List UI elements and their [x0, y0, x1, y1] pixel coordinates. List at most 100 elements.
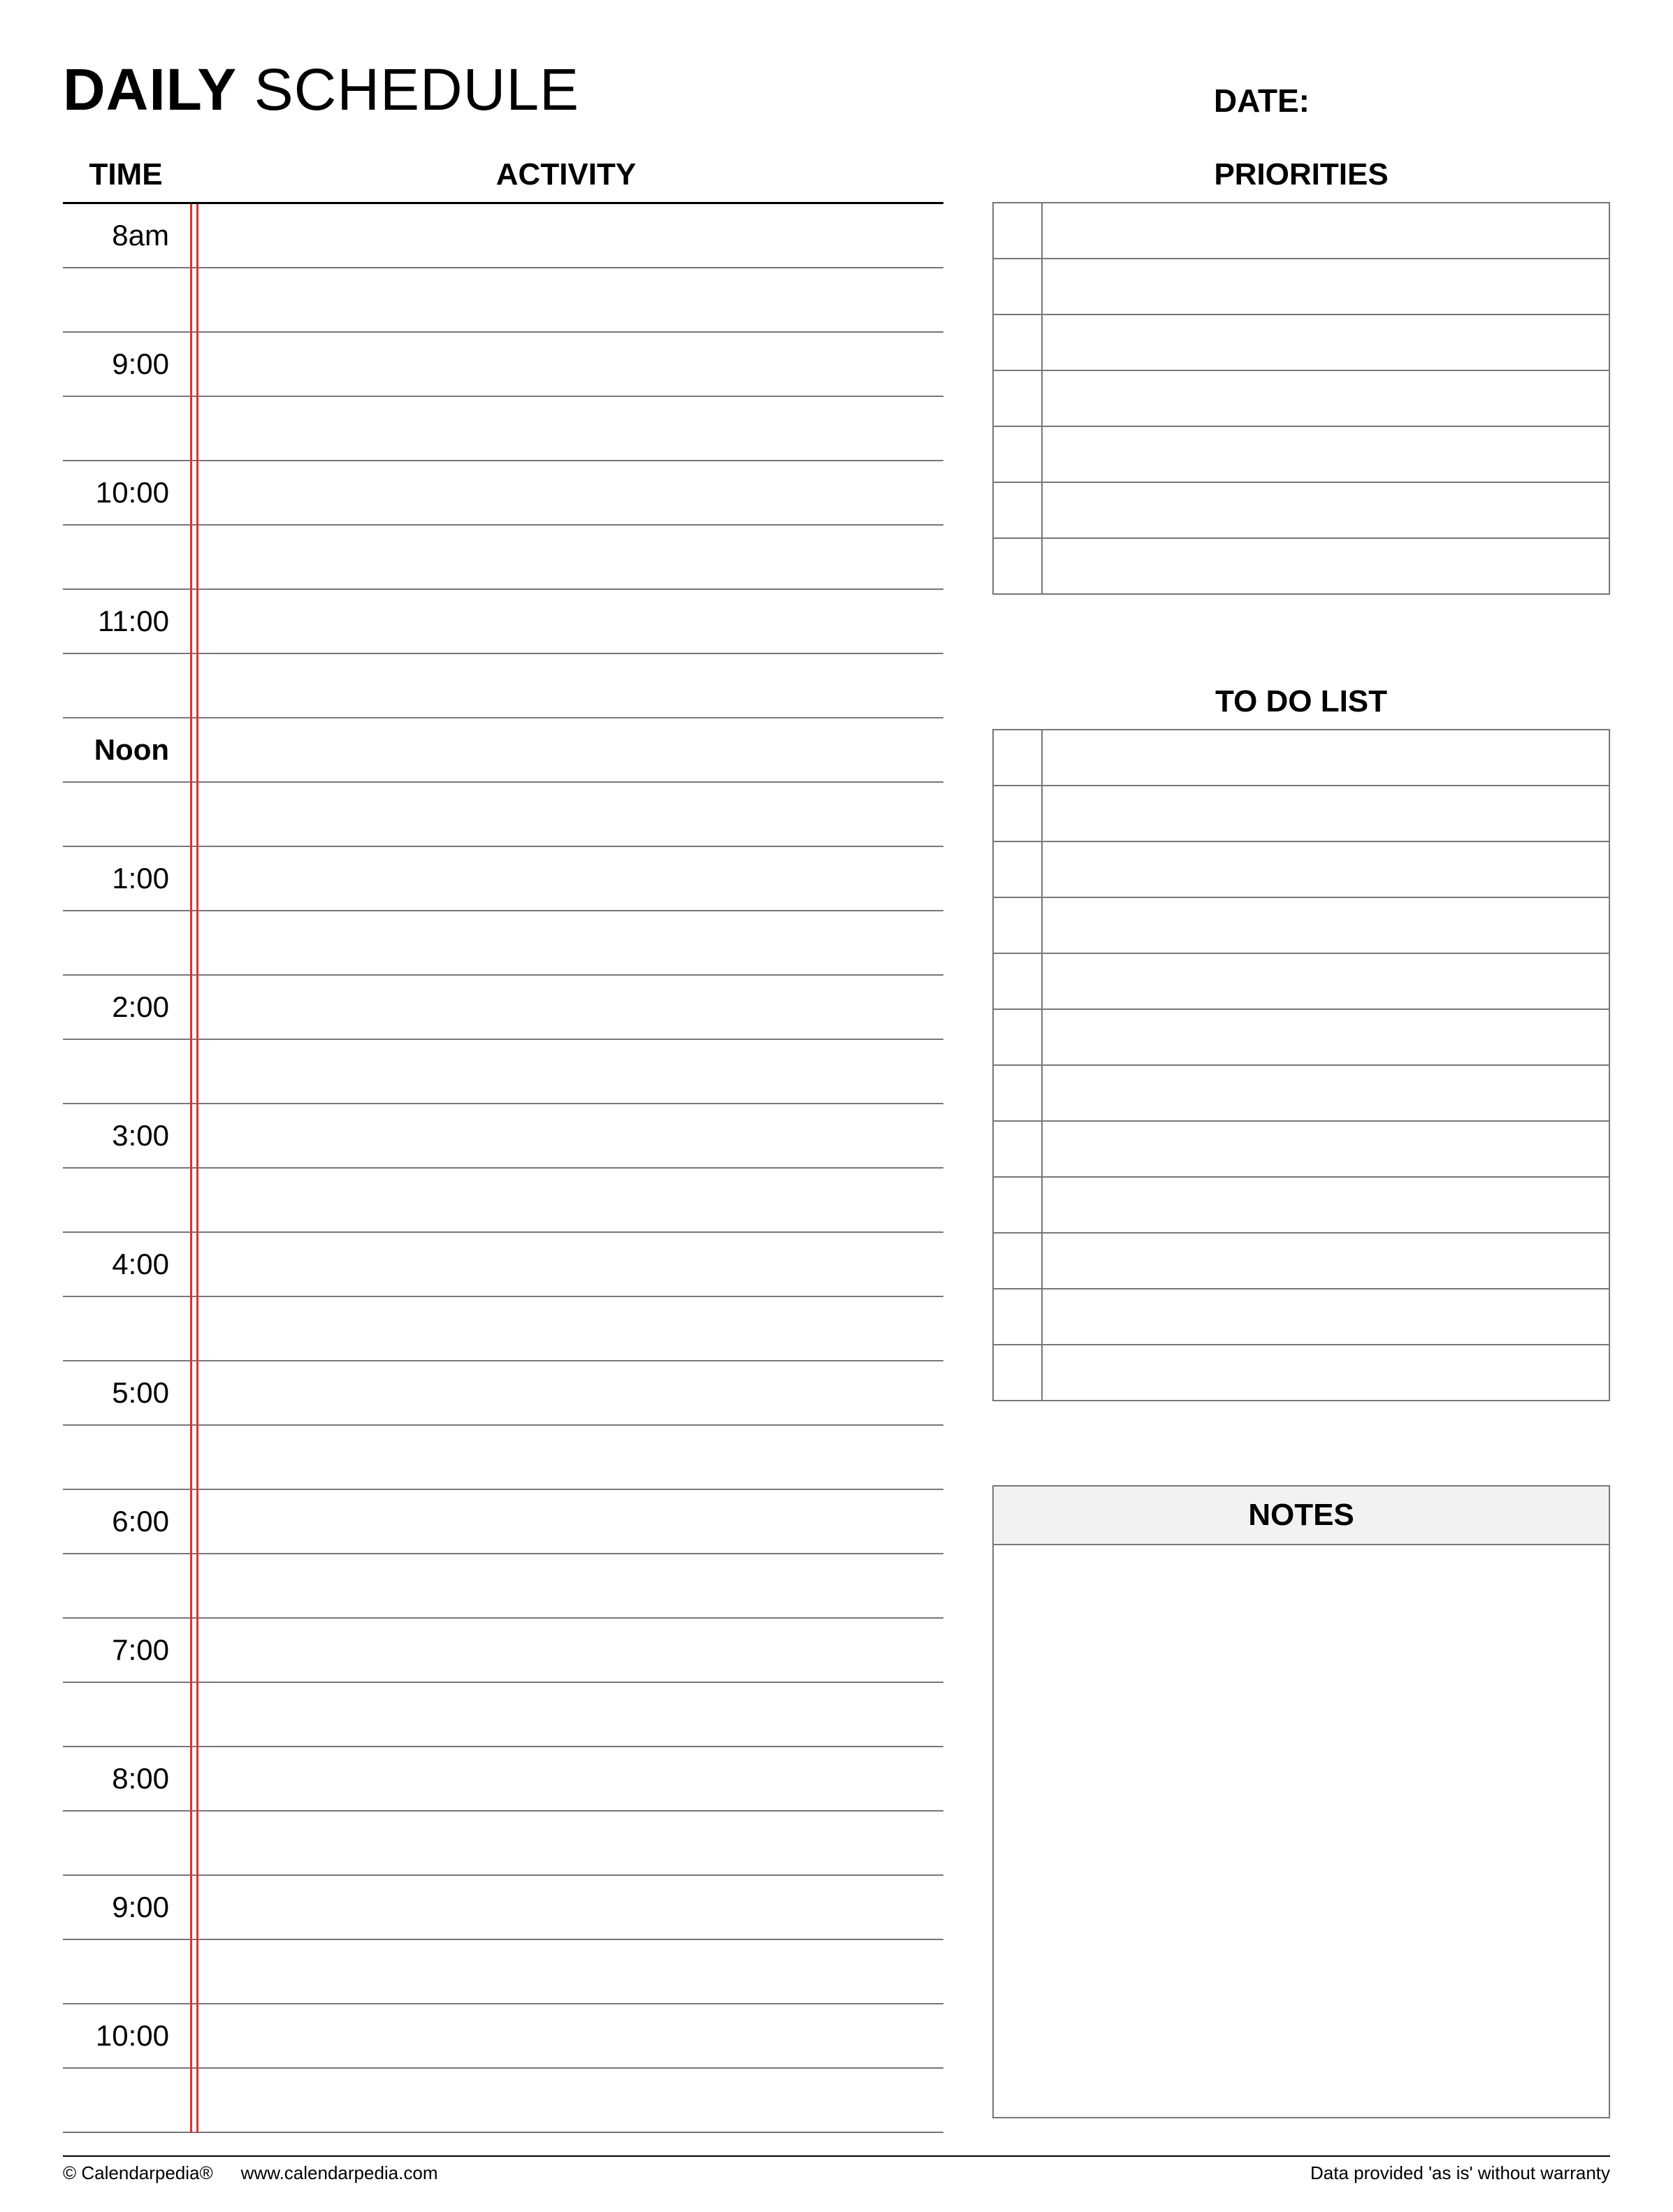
- list-text-cell[interactable]: [1043, 1122, 1609, 1176]
- list-text-cell[interactable]: [1043, 1178, 1609, 1232]
- checkbox-cell[interactable]: [994, 1066, 1043, 1120]
- page: DAILY SCHEDULE DATE: TIME ACTIVITY 8am9:…: [0, 0, 1673, 2212]
- time-cell: [63, 1426, 189, 1489]
- activity-cell[interactable]: [189, 1812, 943, 1874]
- time-cell: [63, 1040, 189, 1103]
- activity-cell[interactable]: [189, 204, 943, 267]
- list-text-cell[interactable]: [1043, 1345, 1609, 1400]
- activity-cell[interactable]: [189, 911, 943, 974]
- checkbox-cell[interactable]: [994, 1289, 1043, 1344]
- activity-cell[interactable]: [189, 1554, 943, 1617]
- activity-cell[interactable]: [189, 333, 943, 396]
- checkbox-cell[interactable]: [994, 1234, 1043, 1288]
- list-text-cell[interactable]: [1043, 1234, 1609, 1288]
- checkbox-cell[interactable]: [994, 203, 1043, 258]
- activity-cell[interactable]: [189, 1040, 943, 1103]
- content: TIME ACTIVITY 8am9:0010:0011:00Noon1:002…: [63, 145, 1610, 2133]
- list-text-cell[interactable]: [1043, 259, 1609, 314]
- checkbox-cell[interactable]: [994, 539, 1043, 593]
- activity-cell[interactable]: [189, 783, 943, 846]
- list-text-cell[interactable]: [1043, 203, 1609, 258]
- activity-cell[interactable]: [189, 1876, 943, 1939]
- checkbox-cell[interactable]: [994, 483, 1043, 537]
- activity-cell[interactable]: [189, 1233, 943, 1296]
- activity-cell[interactable]: [189, 1169, 943, 1231]
- checkbox-cell[interactable]: [994, 259, 1043, 314]
- time-cell: [63, 1683, 189, 1746]
- time-cell: 7:00: [63, 1619, 189, 1682]
- activity-cell[interactable]: [189, 654, 943, 717]
- activity-cell[interactable]: [189, 1747, 943, 1810]
- time-cell: 5:00: [63, 1361, 189, 1424]
- list-text-cell[interactable]: [1043, 539, 1609, 593]
- spacer: [992, 1401, 1610, 1485]
- checkbox-cell[interactable]: [994, 315, 1043, 370]
- activity-cell[interactable]: [189, 397, 943, 460]
- activity-cell[interactable]: [189, 461, 943, 524]
- schedule-table: TIME ACTIVITY 8am9:0010:0011:00Noon1:002…: [63, 145, 943, 2133]
- list-text-cell[interactable]: [1043, 427, 1609, 482]
- time-cell: 9:00: [63, 333, 189, 396]
- list-row: [994, 483, 1609, 539]
- list-text-cell[interactable]: [1043, 483, 1609, 537]
- date-label: DATE:: [1214, 82, 1610, 124]
- list-text-cell[interactable]: [1043, 730, 1609, 785]
- checkbox-cell[interactable]: [994, 371, 1043, 426]
- list-row: [994, 1289, 1609, 1345]
- time-cell: [63, 911, 189, 974]
- list-row: [994, 954, 1609, 1010]
- activity-cell[interactable]: [189, 526, 943, 588]
- activity-cell[interactable]: [189, 1297, 943, 1360]
- list-text-cell[interactable]: [1043, 315, 1609, 370]
- checkbox-cell[interactable]: [994, 1178, 1043, 1232]
- checkbox-cell[interactable]: [994, 898, 1043, 953]
- time-cell: 10:00: [63, 461, 189, 524]
- list-text-cell[interactable]: [1043, 898, 1609, 953]
- checkbox-cell[interactable]: [994, 1122, 1043, 1176]
- activity-cell[interactable]: [189, 1426, 943, 1489]
- list-text-cell[interactable]: [1043, 1066, 1609, 1120]
- activity-cell[interactable]: [189, 590, 943, 653]
- schedule-body: 8am9:0010:0011:00Noon1:002:003:004:005:0…: [63, 204, 943, 2133]
- activity-cell[interactable]: [189, 1940, 943, 2003]
- checkbox-cell[interactable]: [994, 730, 1043, 785]
- time-cell: [63, 1812, 189, 1874]
- activity-cell[interactable]: [189, 1361, 943, 1424]
- checkbox-cell[interactable]: [994, 786, 1043, 841]
- list-row: [994, 842, 1609, 898]
- priorities-table: [992, 202, 1610, 595]
- list-text-cell[interactable]: [1043, 1289, 1609, 1344]
- time-cell: 2:00: [63, 976, 189, 1039]
- activity-cell[interactable]: [189, 1490, 943, 1553]
- activity-cell[interactable]: [189, 1619, 943, 1682]
- checkbox-cell[interactable]: [994, 1345, 1043, 1400]
- activity-cell[interactable]: [189, 976, 943, 1039]
- checkbox-cell[interactable]: [994, 954, 1043, 1009]
- activity-cell[interactable]: [189, 718, 943, 781]
- list-text-cell[interactable]: [1043, 786, 1609, 841]
- list-row: [994, 315, 1609, 371]
- time-cell: [63, 783, 189, 846]
- list-row: [994, 730, 1609, 786]
- todo-title: TO DO LIST: [992, 672, 1610, 729]
- notes-title: NOTES: [992, 1485, 1610, 1545]
- page-footer: © Calendarpedia® www.calendarpedia.com D…: [63, 2155, 1610, 2184]
- checkbox-cell[interactable]: [994, 1010, 1043, 1064]
- checkbox-cell[interactable]: [994, 427, 1043, 482]
- list-text-cell[interactable]: [1043, 954, 1609, 1009]
- time-cell: 3:00: [63, 1104, 189, 1167]
- list-text-cell[interactable]: [1043, 842, 1609, 897]
- list-row: [994, 371, 1609, 427]
- activity-cell[interactable]: [189, 268, 943, 331]
- activity-cell[interactable]: [189, 1683, 943, 1746]
- notes-body[interactable]: [992, 1545, 1610, 2118]
- list-row: [994, 1010, 1609, 1066]
- list-row: [994, 1066, 1609, 1122]
- activity-cell[interactable]: [189, 847, 943, 910]
- activity-cell[interactable]: [189, 2004, 943, 2067]
- list-text-cell[interactable]: [1043, 1010, 1609, 1064]
- activity-cell[interactable]: [189, 2069, 943, 2132]
- list-text-cell[interactable]: [1043, 371, 1609, 426]
- activity-cell[interactable]: [189, 1104, 943, 1167]
- checkbox-cell[interactable]: [994, 842, 1043, 897]
